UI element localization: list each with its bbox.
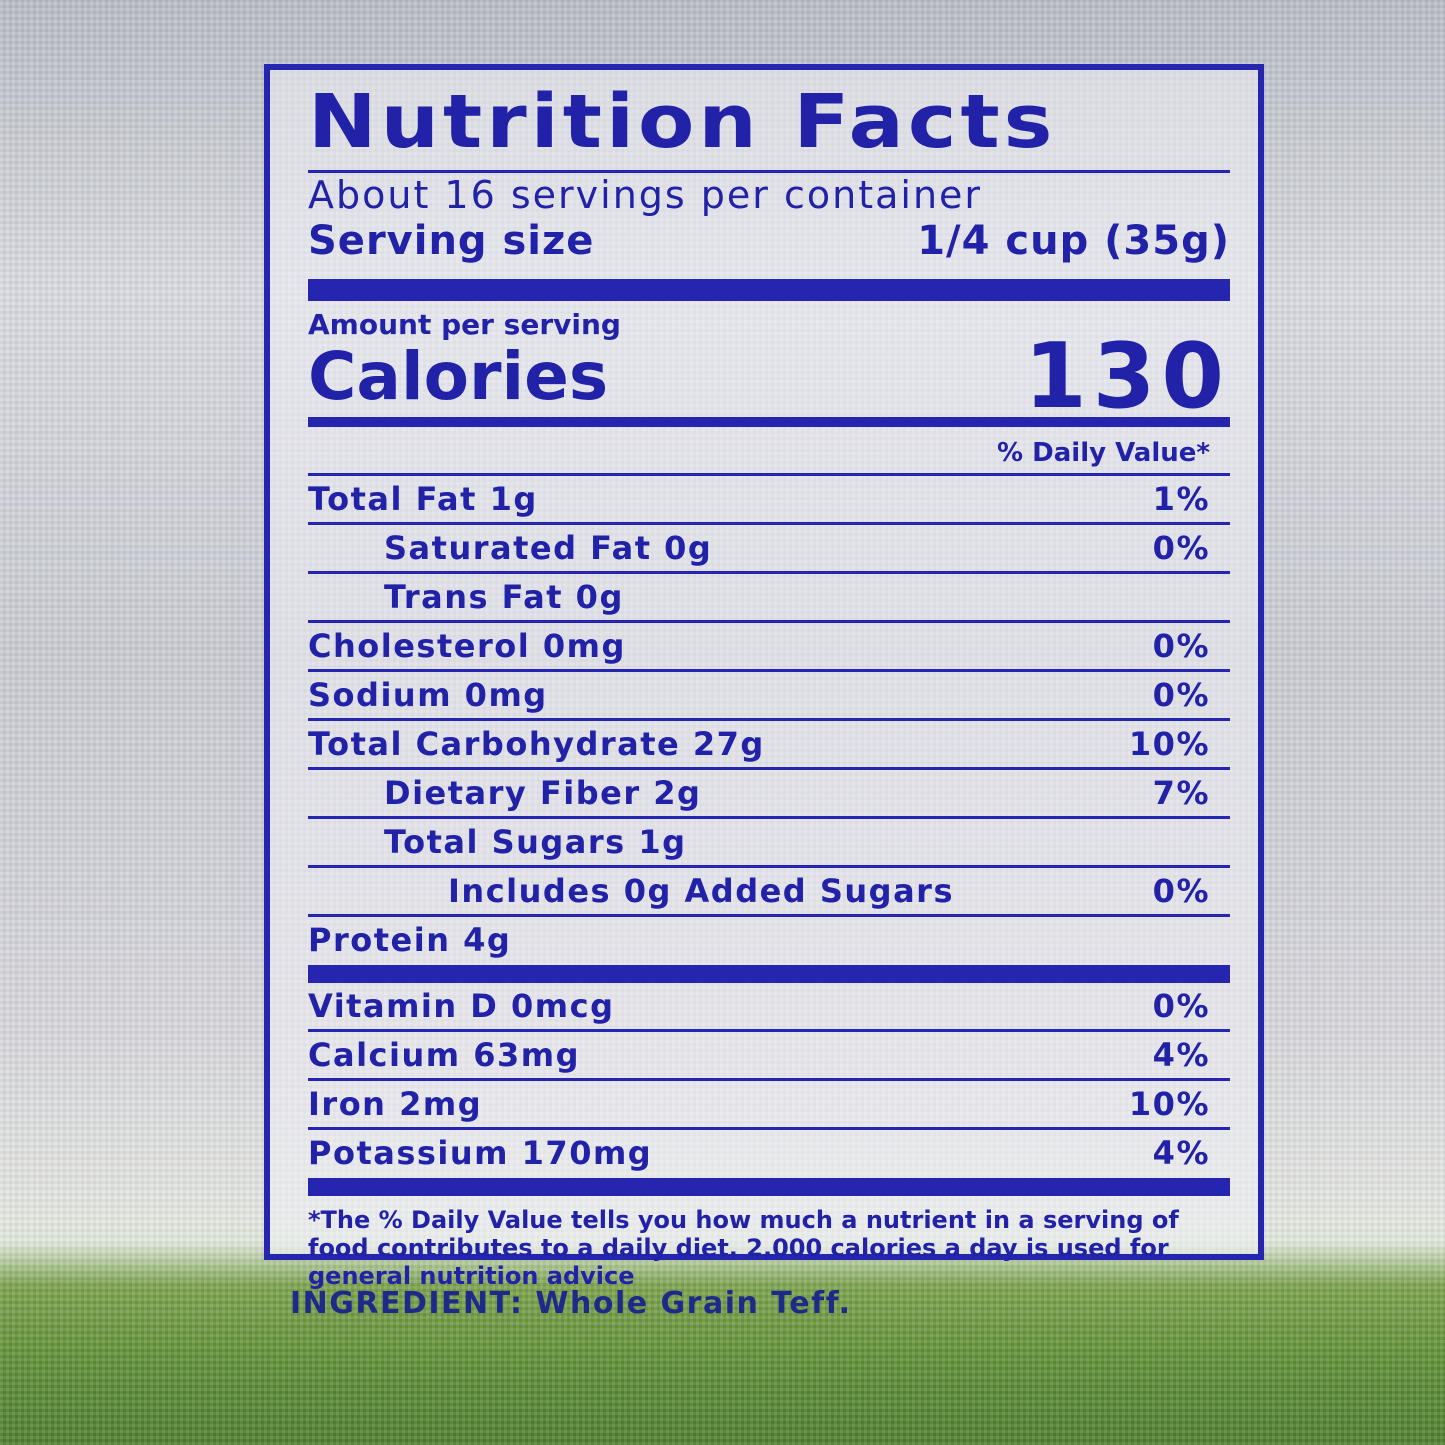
nutrient-row: Trans Fat 0g [308,571,1230,620]
daily-value-header: % Daily Value* [997,438,1210,468]
nutrient-name: Potassium 170mg [308,1134,653,1172]
label-title: Nutrition Facts [308,79,1057,165]
daily-value-percent: 10% [1128,1085,1210,1123]
nutrient-row: Protein 4g [308,914,1230,963]
servings-per-container: About 16 servings per container [308,173,983,217]
serving-size: Serving size 1/4 cup (35g) [308,217,1230,265]
daily-value-percent: 0% [1152,529,1210,567]
medium-divider [308,417,1230,427]
nutrient-list: Total Fat 1g 1% Saturated Fat 0g 0% Trans Fa… [308,473,1230,963]
calories-label: Calories [308,338,609,415]
nutrient-row: Total Fat 1g 1% [308,473,1230,522]
footnote: *The % Daily Value tells you how much a … [308,1206,1179,1290]
nutrient-row: Total Carbohydrate 27g 10% [308,718,1230,767]
daily-value-percent: 4% [1152,1134,1210,1172]
thick-divider [308,1178,1230,1196]
daily-value-percent: 0% [1152,872,1210,910]
daily-value-percent: 4% [1152,1036,1210,1074]
amount-per-serving: Amount per serving [308,308,621,341]
vitamin-row: Vitamin D 0mcg 0% [308,983,1230,1029]
calories-value: 130 [1024,324,1230,429]
vitamin-row: Calcium 63mg 4% [308,1029,1230,1078]
nutrient-row: Includes 0g Added Sugars 0% [308,865,1230,914]
vitamin-list: Vitamin D 0mcg 0% Calcium 63mg 4% Iron 2mg 10… [308,983,1230,1176]
nutrient-name: Total Fat 1g [308,480,538,518]
thick-divider [308,279,1230,301]
nutrient-row: Sodium 0mg 0% [308,669,1230,718]
daily-value-percent: 0% [1152,676,1210,714]
nutrient-name: Saturated Fat 0g [384,529,713,567]
nutrient-row: Dietary Fiber 2g 7% [308,767,1230,816]
nutrient-name: Trans Fat 0g [384,578,624,616]
nutrient-row: Saturated Fat 0g 0% [308,522,1230,571]
nutrient-name: Total Carbohydrate 27g [308,725,765,763]
nutrient-name: Dietary Fiber 2g [384,774,702,812]
daily-value-percent: 0% [1152,987,1210,1025]
daily-value-percent: 0% [1152,627,1210,665]
nutrient-name: Cholesterol 0mg [308,627,626,665]
nutrient-name: Sodium 0mg [308,676,548,714]
nutrient-name: Calcium 63mg [308,1036,581,1074]
serving-size-value: 1/4 cup (35g) [917,218,1230,264]
daily-value-percent: 7% [1152,774,1210,812]
vitamin-row: Potassium 170mg 4% [308,1127,1230,1176]
vitamin-row: Iron 2mg 10% [308,1078,1230,1127]
daily-value-percent: 10% [1128,725,1210,763]
nutrient-row: Total Sugars 1g [308,816,1230,865]
nutrition-facts-label: Nutrition Facts About 16 servings per co… [264,64,1264,1290]
divider [308,170,1230,173]
nutrient-name: Includes 0g Added Sugars [448,872,954,910]
nutrient-name: Iron 2mg [308,1085,483,1123]
nutrient-name: Protein 4g [308,921,512,959]
nutrient-name: Vitamin D 0mcg [308,987,615,1025]
nutrient-name: Total Sugars 1g [384,823,687,861]
serving-size-label: Serving size [308,218,595,264]
ingredients: INGREDIENT: Whole Grain Teff. [290,1286,852,1321]
thick-divider [308,965,1230,983]
calories-row: Calories 130 [308,324,1230,429]
nutrient-row: Cholesterol 0mg 0% [308,620,1230,669]
daily-value-percent: 1% [1152,480,1210,518]
